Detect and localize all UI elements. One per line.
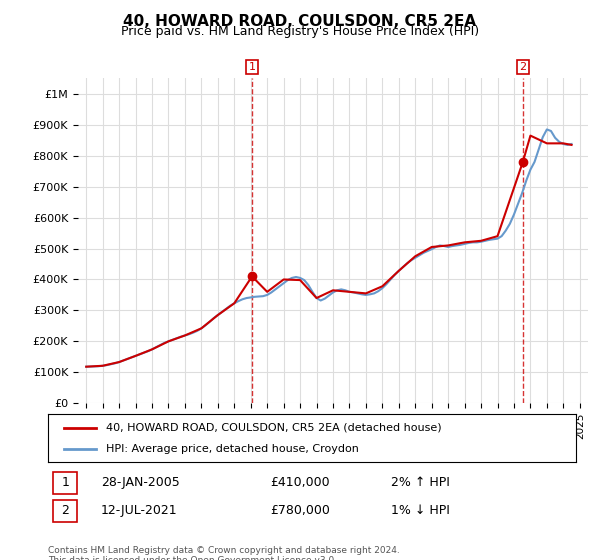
Text: 2: 2 xyxy=(519,62,526,72)
Text: £780,000: £780,000 xyxy=(270,505,329,517)
Text: 1: 1 xyxy=(248,62,256,72)
Text: 1% ↓ HPI: 1% ↓ HPI xyxy=(391,505,450,517)
Text: 28-JAN-2005: 28-JAN-2005 xyxy=(101,477,179,489)
FancyBboxPatch shape xyxy=(53,500,77,521)
Text: Price paid vs. HM Land Registry's House Price Index (HPI): Price paid vs. HM Land Registry's House … xyxy=(121,25,479,38)
Text: 12-JUL-2021: 12-JUL-2021 xyxy=(101,505,178,517)
FancyBboxPatch shape xyxy=(53,473,77,493)
Text: 40, HOWARD ROAD, COULSDON, CR5 2EA: 40, HOWARD ROAD, COULSDON, CR5 2EA xyxy=(124,14,476,29)
Text: 2: 2 xyxy=(61,505,70,517)
Text: 2% ↑ HPI: 2% ↑ HPI xyxy=(391,477,450,489)
Text: £410,000: £410,000 xyxy=(270,477,329,489)
Text: Contains HM Land Registry data © Crown copyright and database right 2024.
This d: Contains HM Land Registry data © Crown c… xyxy=(48,546,400,560)
Text: 1: 1 xyxy=(61,477,70,489)
Text: HPI: Average price, detached house, Croydon: HPI: Average price, detached house, Croy… xyxy=(106,444,359,454)
Text: 40, HOWARD ROAD, COULSDON, CR5 2EA (detached house): 40, HOWARD ROAD, COULSDON, CR5 2EA (deta… xyxy=(106,423,442,433)
